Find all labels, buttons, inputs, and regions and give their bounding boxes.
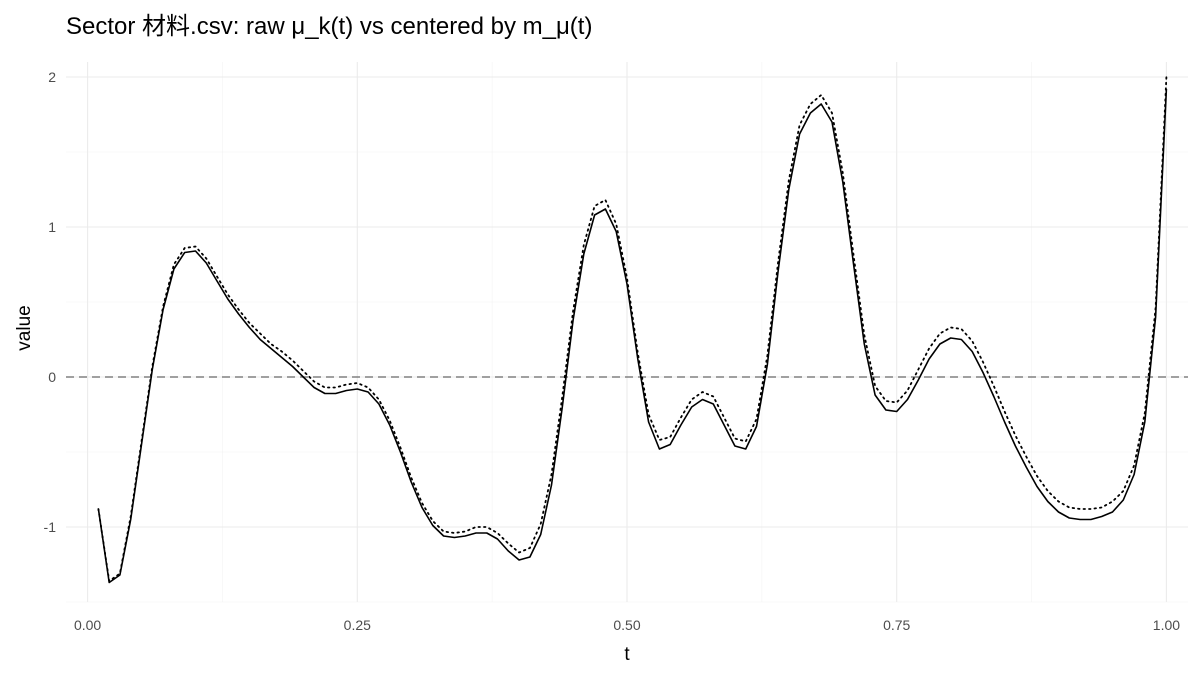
x-axis-title: t (624, 644, 630, 665)
y-tick-label: 1 (48, 219, 56, 235)
major-gridlines (66, 62, 1188, 602)
y-tick-label: 0 (48, 369, 56, 385)
series-lines (97, 76, 1168, 584)
x-tick-label: 0.50 (613, 617, 640, 633)
x-tick-label: 0.00 (74, 617, 101, 633)
chart-title: Sector 材料.csv: raw μ_k(t) vs centered by… (66, 13, 592, 40)
x-tick-labels: 0.00 0.25 0.50 0.75 1.00 (74, 617, 1180, 633)
y-tick-label: -1 (44, 519, 57, 535)
centered-series-line (97, 76, 1168, 582)
raw-series-line (97, 88, 1168, 584)
y-tick-label: 2 (48, 69, 56, 85)
x-tick-label: 0.25 (344, 617, 371, 633)
y-axis-title: value (14, 305, 35, 350)
y-tick-labels: -1 0 1 2 (44, 69, 57, 535)
x-tick-label: 0.75 (883, 617, 910, 633)
x-tick-label: 1.00 (1153, 617, 1180, 633)
